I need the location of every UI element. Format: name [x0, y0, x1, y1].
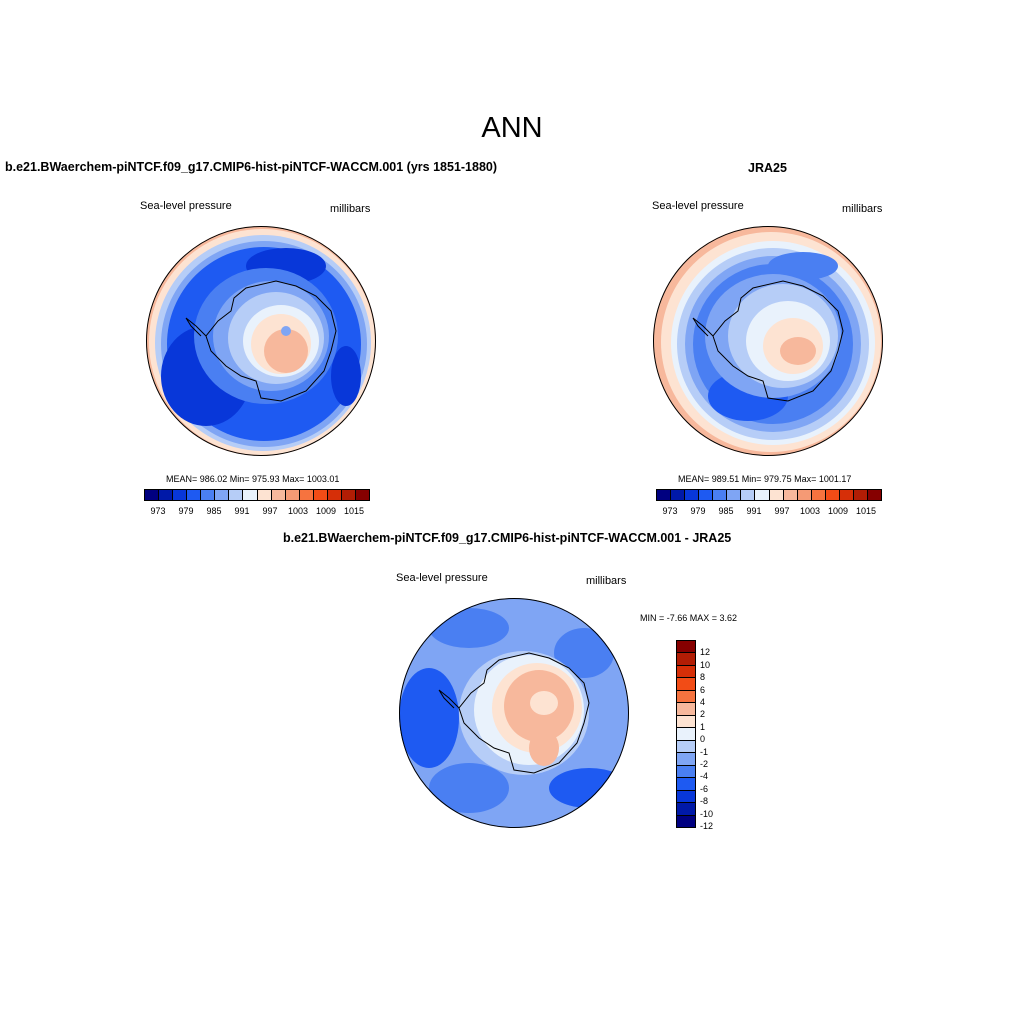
- colorbar-swatch: [769, 490, 784, 500]
- colorbar-swatch: [727, 490, 742, 500]
- colorbar-tick-label: 8: [700, 672, 706, 683]
- colorbar-swatch: [677, 703, 695, 716]
- colorbar-tick-label: 0: [700, 734, 706, 745]
- diff-polar-map: [399, 598, 629, 828]
- colorbar-swatch: [187, 490, 202, 500]
- colorbar-swatch: [677, 641, 695, 654]
- colorbar-swatch: [145, 490, 160, 500]
- colorbar-tick-label: 4: [700, 697, 706, 707]
- diff-stats: MIN = -7.66 MAX = 3.62: [640, 613, 738, 623]
- colorbar-tick-label: 1009: [827, 506, 849, 516]
- colorbar-swatch: [285, 490, 300, 500]
- colorbar-tick-label: -8: [700, 796, 709, 807]
- obs-colorbar: [656, 489, 882, 501]
- obs-units-label: millibars: [842, 203, 883, 215]
- colorbar-tick-label: -10: [700, 808, 714, 819]
- obs-stats: MEAN= 989.51 Min= 979.75 Max= 1001.17: [678, 474, 852, 484]
- colorbar-tick-label: 991: [234, 506, 250, 516]
- obs-panel-title: JRA25: [748, 161, 787, 175]
- colorbar-swatch: [677, 790, 695, 804]
- colorbar-swatch: [229, 490, 244, 500]
- colorbar-swatch: [741, 490, 756, 500]
- colorbar-swatch: [811, 490, 826, 500]
- colorbar-swatch: [755, 490, 770, 500]
- colorbar-swatch: [243, 490, 258, 500]
- colorbar-swatch: [215, 490, 230, 500]
- colorbar-tick-label: 985: [206, 506, 222, 516]
- colorbar-swatch: [825, 490, 840, 500]
- colorbar-tick-label: 1003: [287, 506, 309, 516]
- colorbar-swatch: [271, 490, 286, 500]
- model-stats: MEAN= 986.02 Min= 975.93 Max= 1003.01: [166, 474, 340, 484]
- colorbar-swatch: [677, 753, 695, 766]
- model-panel-title: b.e21.BWaerchem-piNTCF.f09_g17.CMIP6-his…: [5, 160, 498, 174]
- diff-variable-label: Sea-level pressure: [396, 572, 488, 584]
- colorbar-swatch: [341, 490, 356, 500]
- model-variable-label: Sea-level pressure: [140, 200, 232, 212]
- colorbar-swatch: [677, 815, 695, 828]
- colorbar-swatch: [159, 490, 174, 500]
- colorbar-tick-label: 991: [746, 506, 762, 516]
- colorbar-tick-label: 997: [262, 506, 278, 516]
- obs-polar-map: [653, 226, 883, 456]
- colorbar-swatch: [867, 490, 881, 500]
- colorbar-tick-label: -12: [700, 821, 714, 831]
- colorbar-tick-label: -6: [700, 783, 709, 794]
- colorbar-swatch: [677, 740, 695, 754]
- colorbar-swatch: [671, 490, 686, 500]
- colorbar-swatch: [299, 490, 314, 500]
- colorbar-tick-label: 1: [700, 721, 706, 732]
- colorbar-swatch: [783, 490, 798, 500]
- colorbar-tick-label: 6: [700, 684, 706, 695]
- colorbar-tick-label: 2: [700, 709, 706, 720]
- colorbar-swatch: [677, 665, 695, 679]
- colorbar-tick-label: 10: [700, 659, 711, 670]
- colorbar-swatch: [685, 490, 700, 500]
- colorbar-tick-label: 997: [774, 506, 790, 516]
- colorbar-swatch: [677, 765, 695, 779]
- diff-units-label: millibars: [586, 575, 627, 587]
- colorbar-swatch: [677, 690, 695, 704]
- colorbar-swatch: [713, 490, 728, 500]
- colorbar-tick-label: 1015: [855, 506, 877, 516]
- colorbar-tick-label: -1: [700, 746, 709, 757]
- diff-panel-title: b.e21.BWaerchem-piNTCF.f09_g17.CMIP6-his…: [283, 531, 732, 545]
- colorbar-tick-label: -4: [700, 771, 709, 782]
- colorbar-swatch: [355, 490, 369, 500]
- obs-variable-label: Sea-level pressure: [652, 200, 744, 212]
- colorbar-tick-label: 1015: [343, 506, 365, 516]
- colorbar-swatch: [853, 490, 868, 500]
- colorbar-tick-label: 979: [178, 506, 194, 516]
- colorbar-tick-label: -2: [700, 759, 709, 769]
- colorbar-tick-label: 973: [150, 506, 166, 516]
- colorbar-swatch: [201, 490, 216, 500]
- colorbar-tick-label: 985: [718, 506, 734, 516]
- model-polar-map: [146, 226, 376, 456]
- colorbar-tick-label: 979: [690, 506, 706, 516]
- model-colorbar: [144, 489, 370, 501]
- colorbar-swatch: [677, 803, 695, 816]
- colorbar-swatch: [327, 490, 342, 500]
- colorbar-swatch: [797, 490, 812, 500]
- colorbar-swatch: [677, 653, 695, 666]
- colorbar-tick-label: 12: [700, 647, 711, 658]
- colorbar-tick-label: 1009: [315, 506, 337, 516]
- model-units-label: millibars: [330, 203, 371, 215]
- colorbar-swatch: [677, 728, 695, 741]
- colorbar-swatch: [313, 490, 328, 500]
- colorbar-swatch: [657, 490, 672, 500]
- colorbar-tick-label: 973: [662, 506, 678, 516]
- colorbar-tick-label: 1003: [799, 506, 821, 516]
- colorbar-swatch: [677, 678, 695, 691]
- colorbar-swatch: [173, 490, 188, 500]
- colorbar-swatch: [257, 490, 272, 500]
- colorbar-swatch: [839, 490, 854, 500]
- main-title: ANN: [481, 112, 543, 144]
- colorbar-swatch: [699, 490, 714, 500]
- colorbar-swatch: [677, 715, 695, 729]
- diff-colorbar: [676, 640, 696, 828]
- colorbar-swatch: [677, 778, 695, 791]
